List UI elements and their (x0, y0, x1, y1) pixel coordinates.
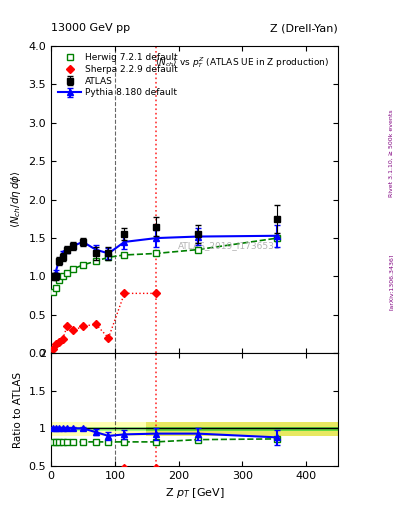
Text: ATLAS_2019_I1736531: ATLAS_2019_I1736531 (178, 241, 280, 250)
Herwig 7.2.1 default (60, 273, 65, 280)
Bar (146, 422, 338, 436)
Herwig 7.2.1 default (53, 285, 58, 291)
Legend: Herwig 7.2.1 default, Sherpa 2.2.9 default, ATLAS, Pythia 8.180 default: Herwig 7.2.1 default, Sherpa 2.2.9 defau… (55, 51, 181, 100)
Sherpa 2.2.9 default (106, 335, 111, 341)
Herwig 7.2.1 default (94, 258, 98, 264)
Sherpa 2.2.9 default (81, 324, 85, 330)
Herwig 7.2.1 default (154, 250, 159, 257)
Herwig 7.2.1 default (51, 289, 55, 295)
Herwig 7.2.1 default (275, 235, 280, 241)
Herwig 7.2.1 default (122, 252, 127, 258)
Text: Z (Drell-Yan): Z (Drell-Yan) (270, 23, 338, 33)
Line: Sherpa 2.2.9 default: Sherpa 2.2.9 default (50, 291, 159, 352)
Bar (146, 427, 338, 432)
Text: $\langle N_{ch}\rangle$ vs $p_T^Z$ (ATLAS UE in Z production): $\langle N_{ch}\rangle$ vs $p_T^Z$ (ATLA… (155, 55, 329, 70)
Y-axis label: Ratio to ATLAS: Ratio to ATLAS (13, 372, 23, 447)
Herwig 7.2.1 default (81, 262, 85, 268)
Herwig 7.2.1 default (106, 254, 111, 261)
Sherpa 2.2.9 default (53, 341, 58, 347)
Sherpa 2.2.9 default (56, 339, 61, 345)
Herwig 7.2.1 default (71, 266, 76, 272)
Sherpa 2.2.9 default (154, 290, 159, 296)
Herwig 7.2.1 default (65, 269, 70, 275)
Sherpa 2.2.9 default (51, 346, 55, 352)
Bar (51, 422, 338, 436)
Herwig 7.2.1 default (195, 247, 200, 253)
Line: Herwig 7.2.1 default: Herwig 7.2.1 default (50, 234, 281, 295)
Sherpa 2.2.9 default (94, 321, 98, 327)
Text: 13000 GeV pp: 13000 GeV pp (51, 23, 130, 33)
Sherpa 2.2.9 default (65, 324, 70, 330)
X-axis label: Z $p_T$ [GeV]: Z $p_T$ [GeV] (165, 486, 224, 500)
Sherpa 2.2.9 default (71, 327, 76, 333)
Bar (51, 427, 338, 432)
Y-axis label: $\langle N_{ch}/d\eta\,d\phi\rangle$: $\langle N_{ch}/d\eta\,d\phi\rangle$ (9, 171, 23, 228)
Herwig 7.2.1 default (56, 278, 61, 284)
Sherpa 2.2.9 default (60, 336, 65, 343)
Sherpa 2.2.9 default (122, 290, 127, 296)
Text: [arXiv:1306.3436]: [arXiv:1306.3436] (389, 253, 393, 310)
Text: Rivet 3.1.10, ≥ 500k events: Rivet 3.1.10, ≥ 500k events (389, 110, 393, 198)
